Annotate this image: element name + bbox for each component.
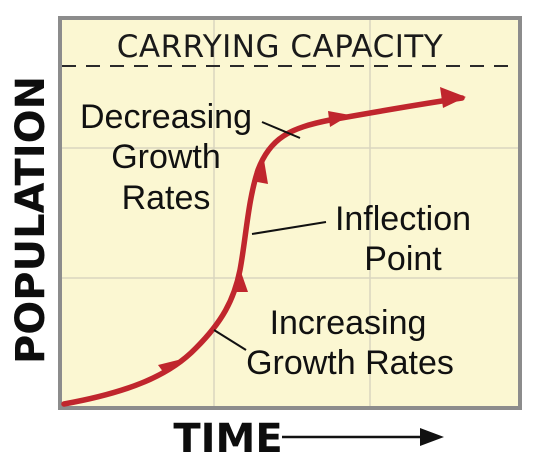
leader-increasing <box>213 329 247 351</box>
decreasing-line-1: Decreasing <box>80 98 252 136</box>
grid-lines <box>62 20 518 406</box>
arrowhead-3 <box>252 160 268 184</box>
leader-inflection <box>251 221 327 235</box>
x-axis-label: TIME <box>173 416 282 462</box>
increasing-line-2: Growth Rates <box>246 344 454 382</box>
arrowhead-2 <box>232 272 248 292</box>
decreasing-line-3: Rates <box>122 179 211 217</box>
increasing-line-1: Increasing <box>270 304 427 342</box>
curve-arrowheads <box>158 87 466 373</box>
annotation-decreasing-growth-rates: Decreasing Growth Rates <box>80 98 252 217</box>
leader-lines <box>213 121 327 351</box>
annotation-increasing-growth-rates: Increasing Growth Rates <box>246 304 454 382</box>
inflection-line-2: Point <box>364 240 442 278</box>
carrying-capacity-label: CARRYING CAPACITY <box>117 29 443 65</box>
y-axis-label: POPULATION <box>8 76 54 364</box>
growth-curve <box>61 95 465 407</box>
leader-decreasing <box>261 121 301 139</box>
arrowhead-4 <box>328 111 350 127</box>
plot-area <box>58 16 522 410</box>
x-axis-arrow <box>282 428 444 446</box>
inflection-line-1: Inflection <box>335 200 471 238</box>
decreasing-line-2: Growth <box>111 138 221 176</box>
annotation-inflection-point: Inflection Point <box>335 200 471 278</box>
arrowhead-end <box>440 87 466 108</box>
arrowhead-1 <box>158 358 186 373</box>
